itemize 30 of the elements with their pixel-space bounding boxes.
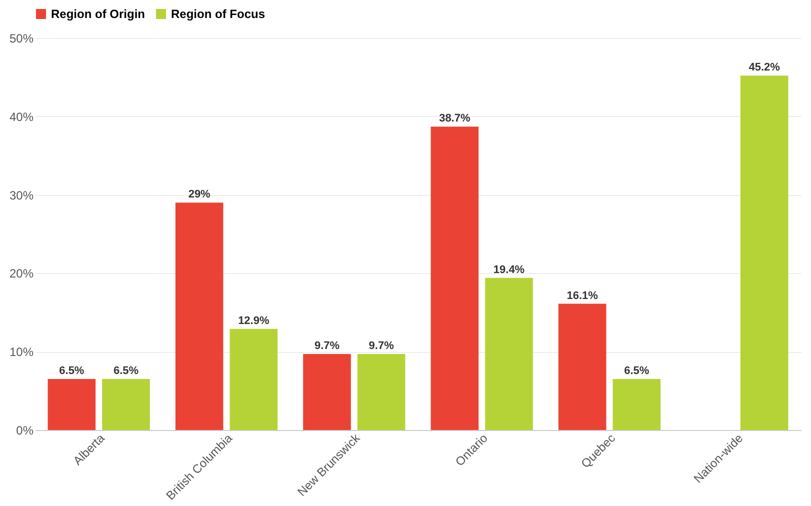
bar <box>102 379 150 430</box>
bar <box>612 379 661 430</box>
bar <box>175 202 224 430</box>
y-tick-label: 20% <box>9 266 34 281</box>
data-label: 6.5% <box>624 365 650 378</box>
data-label: 45.2% <box>748 62 780 74</box>
y-tick-label: 50% <box>9 32 34 46</box>
data-label: 38.7% <box>439 112 470 125</box>
legend-label: Region of Origin <box>51 7 145 21</box>
bar <box>485 278 533 430</box>
bar <box>230 328 278 430</box>
data-label: 12.9% <box>238 314 270 327</box>
y-tick-label: 30% <box>9 188 34 202</box>
y-tick-label: 40% <box>9 110 34 124</box>
data-label: 19.4% <box>493 264 525 276</box>
y-tick-label: 10% <box>9 345 34 360</box>
bar <box>303 354 351 430</box>
y-tick-label: 0% <box>16 424 34 438</box>
data-label: 9.7% <box>368 340 394 352</box>
data-label: 6.5% <box>59 365 84 378</box>
bar <box>740 76 788 430</box>
legend-label: Region of Focus <box>171 7 266 21</box>
data-label: 6.5% <box>113 365 139 378</box>
bar <box>558 304 606 430</box>
bar <box>357 354 406 430</box>
data-label: 9.7% <box>314 340 340 352</box>
data-label: 29% <box>188 188 211 201</box>
data-label: 16.1% <box>566 290 598 302</box>
bar <box>48 379 96 430</box>
bar <box>430 126 479 430</box>
